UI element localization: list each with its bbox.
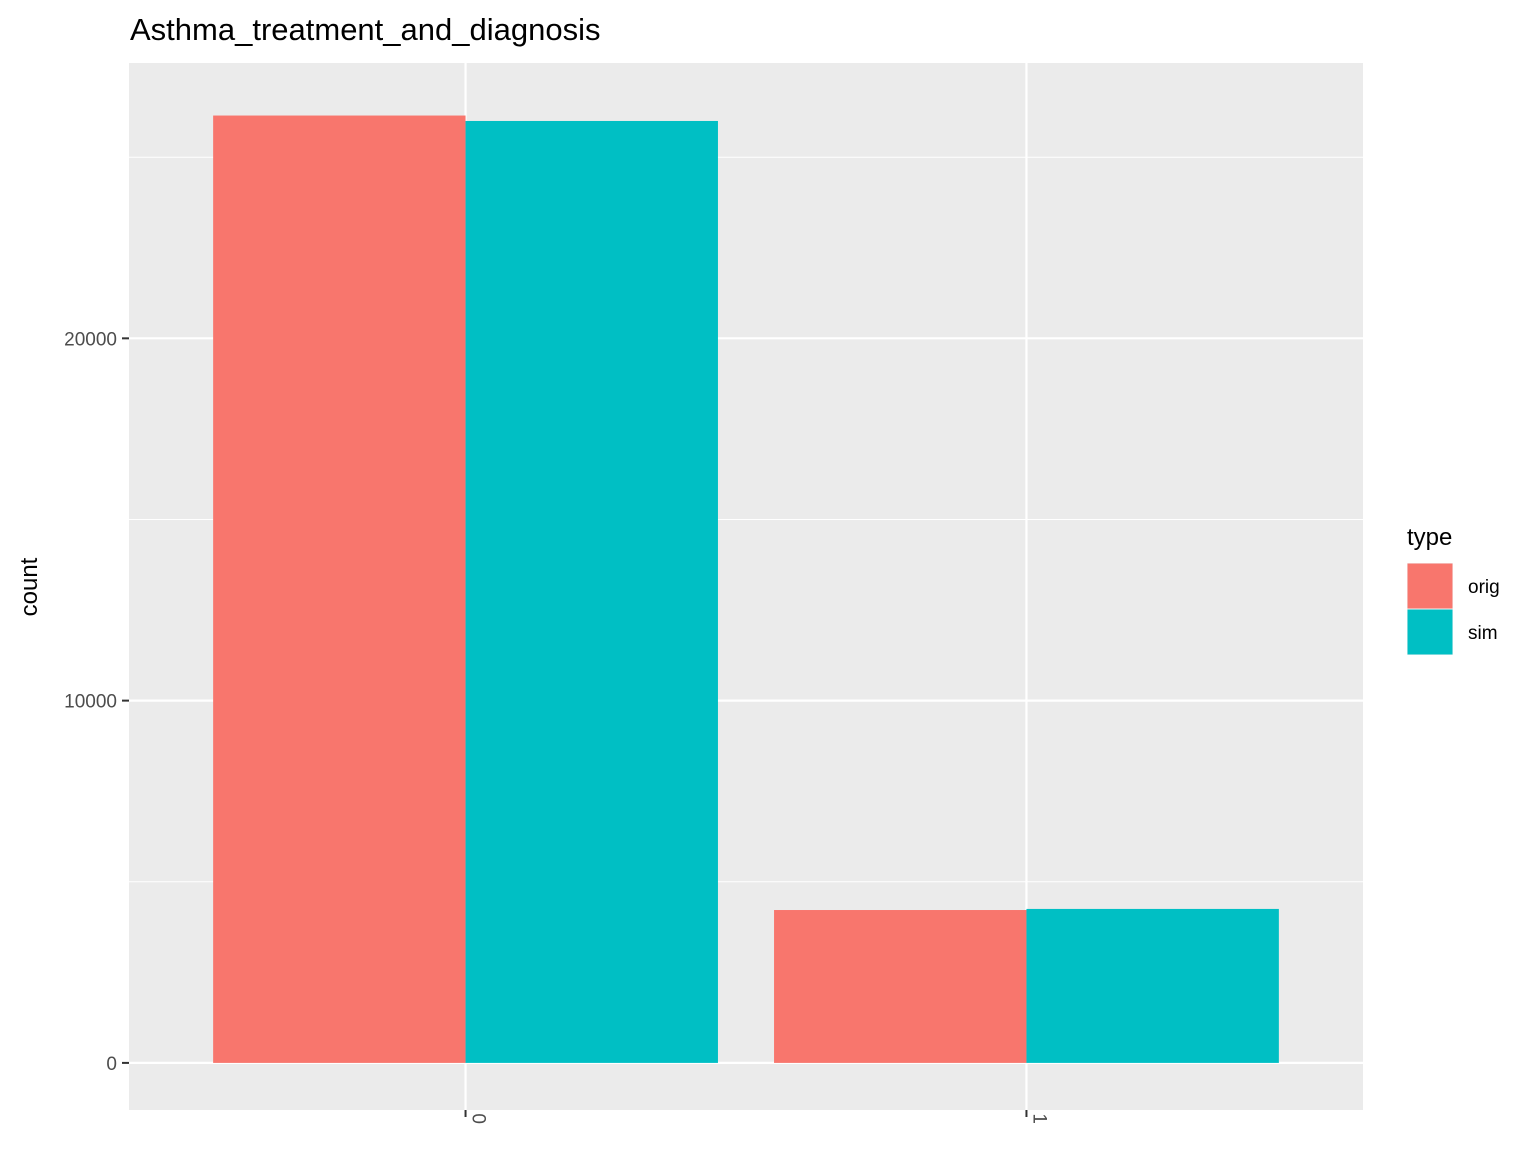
bars xyxy=(213,115,1279,1063)
bar-sim-0 xyxy=(465,120,718,1063)
bar-orig-0 xyxy=(213,115,466,1063)
legend-title: type xyxy=(1407,524,1452,551)
y-tick-label: 20000 xyxy=(64,329,117,350)
bar-sim-1 xyxy=(1026,908,1279,1063)
x-tick-label: 1 xyxy=(1028,1113,1049,1124)
bar-orig-1 xyxy=(774,910,1027,1063)
legend-label-orig: orig xyxy=(1468,577,1500,598)
y-tick-label: 10000 xyxy=(64,692,117,713)
legend-swatch-orig xyxy=(1407,563,1453,609)
y-axis-title: count xyxy=(16,557,43,616)
y-tick-label: 0 xyxy=(106,1054,117,1075)
legend-swatch-sim xyxy=(1407,609,1453,655)
legend-label-sim: sim xyxy=(1468,623,1498,644)
chart-title: Asthma_treatment_and_diagnosis xyxy=(130,12,600,47)
x-tick-label: 0 xyxy=(468,1113,489,1124)
y-axis: 0 10000 20000 xyxy=(64,329,129,1075)
legend: type orig sim xyxy=(1407,524,1500,655)
